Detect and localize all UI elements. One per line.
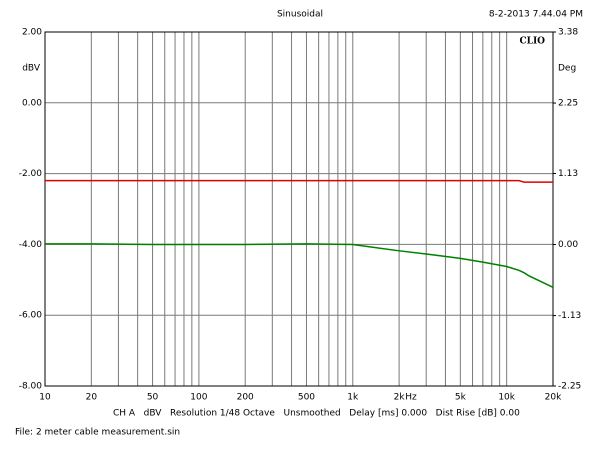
x-tick-label: 200 xyxy=(237,393,254,403)
y-tick-label: 0.00 xyxy=(22,98,42,108)
y2-tick-label: 1.13 xyxy=(558,169,578,179)
x-axis-label: Hz xyxy=(405,393,417,403)
x-tick-label: 20 xyxy=(86,393,98,403)
x-tick-label: 100 xyxy=(190,393,207,403)
series-line xyxy=(45,179,553,183)
y-tick-label: -8.00 xyxy=(19,382,43,392)
x-tick-label: 10 xyxy=(39,393,51,403)
brand: CLIO xyxy=(519,37,545,47)
timestamp: 8-2-2013 7.44.04 PM xyxy=(489,10,583,20)
footer: CH A dBV Resolution 1/48 Octave Unsmooth… xyxy=(113,409,520,419)
y-axis-label: dBV xyxy=(22,64,41,74)
x-tick-label: 1k xyxy=(347,393,359,403)
y2-tick-label: -2.25 xyxy=(558,382,581,392)
y2-axis-label: Deg xyxy=(558,64,576,74)
file-name: File: 2 meter cable measurement.sin xyxy=(15,428,180,438)
x-tick-label: 50 xyxy=(147,393,159,403)
x-tick-label: 2k xyxy=(394,393,406,403)
y2-tick-label: 3.38 xyxy=(558,28,578,38)
y2-tick-label: 2.25 xyxy=(558,99,578,109)
series-line xyxy=(45,243,554,288)
y-tick-label: -2.00 xyxy=(19,169,43,179)
plot-border xyxy=(44,31,554,387)
y-tick-label: -6.00 xyxy=(19,311,43,321)
y-tick-label: 2.00 xyxy=(22,28,42,38)
x-tick-label: 500 xyxy=(298,393,315,403)
chart-title: Sinusoidal xyxy=(277,10,323,20)
x-tick-label: 5k xyxy=(455,393,467,403)
x-tick-label: 20k xyxy=(545,393,562,403)
y2-tick-label: -1.13 xyxy=(558,311,581,321)
y-tick-label: -4.00 xyxy=(19,240,43,250)
x-tick-label: 10k xyxy=(498,393,515,403)
y2-tick-label: 0.00 xyxy=(558,240,578,250)
